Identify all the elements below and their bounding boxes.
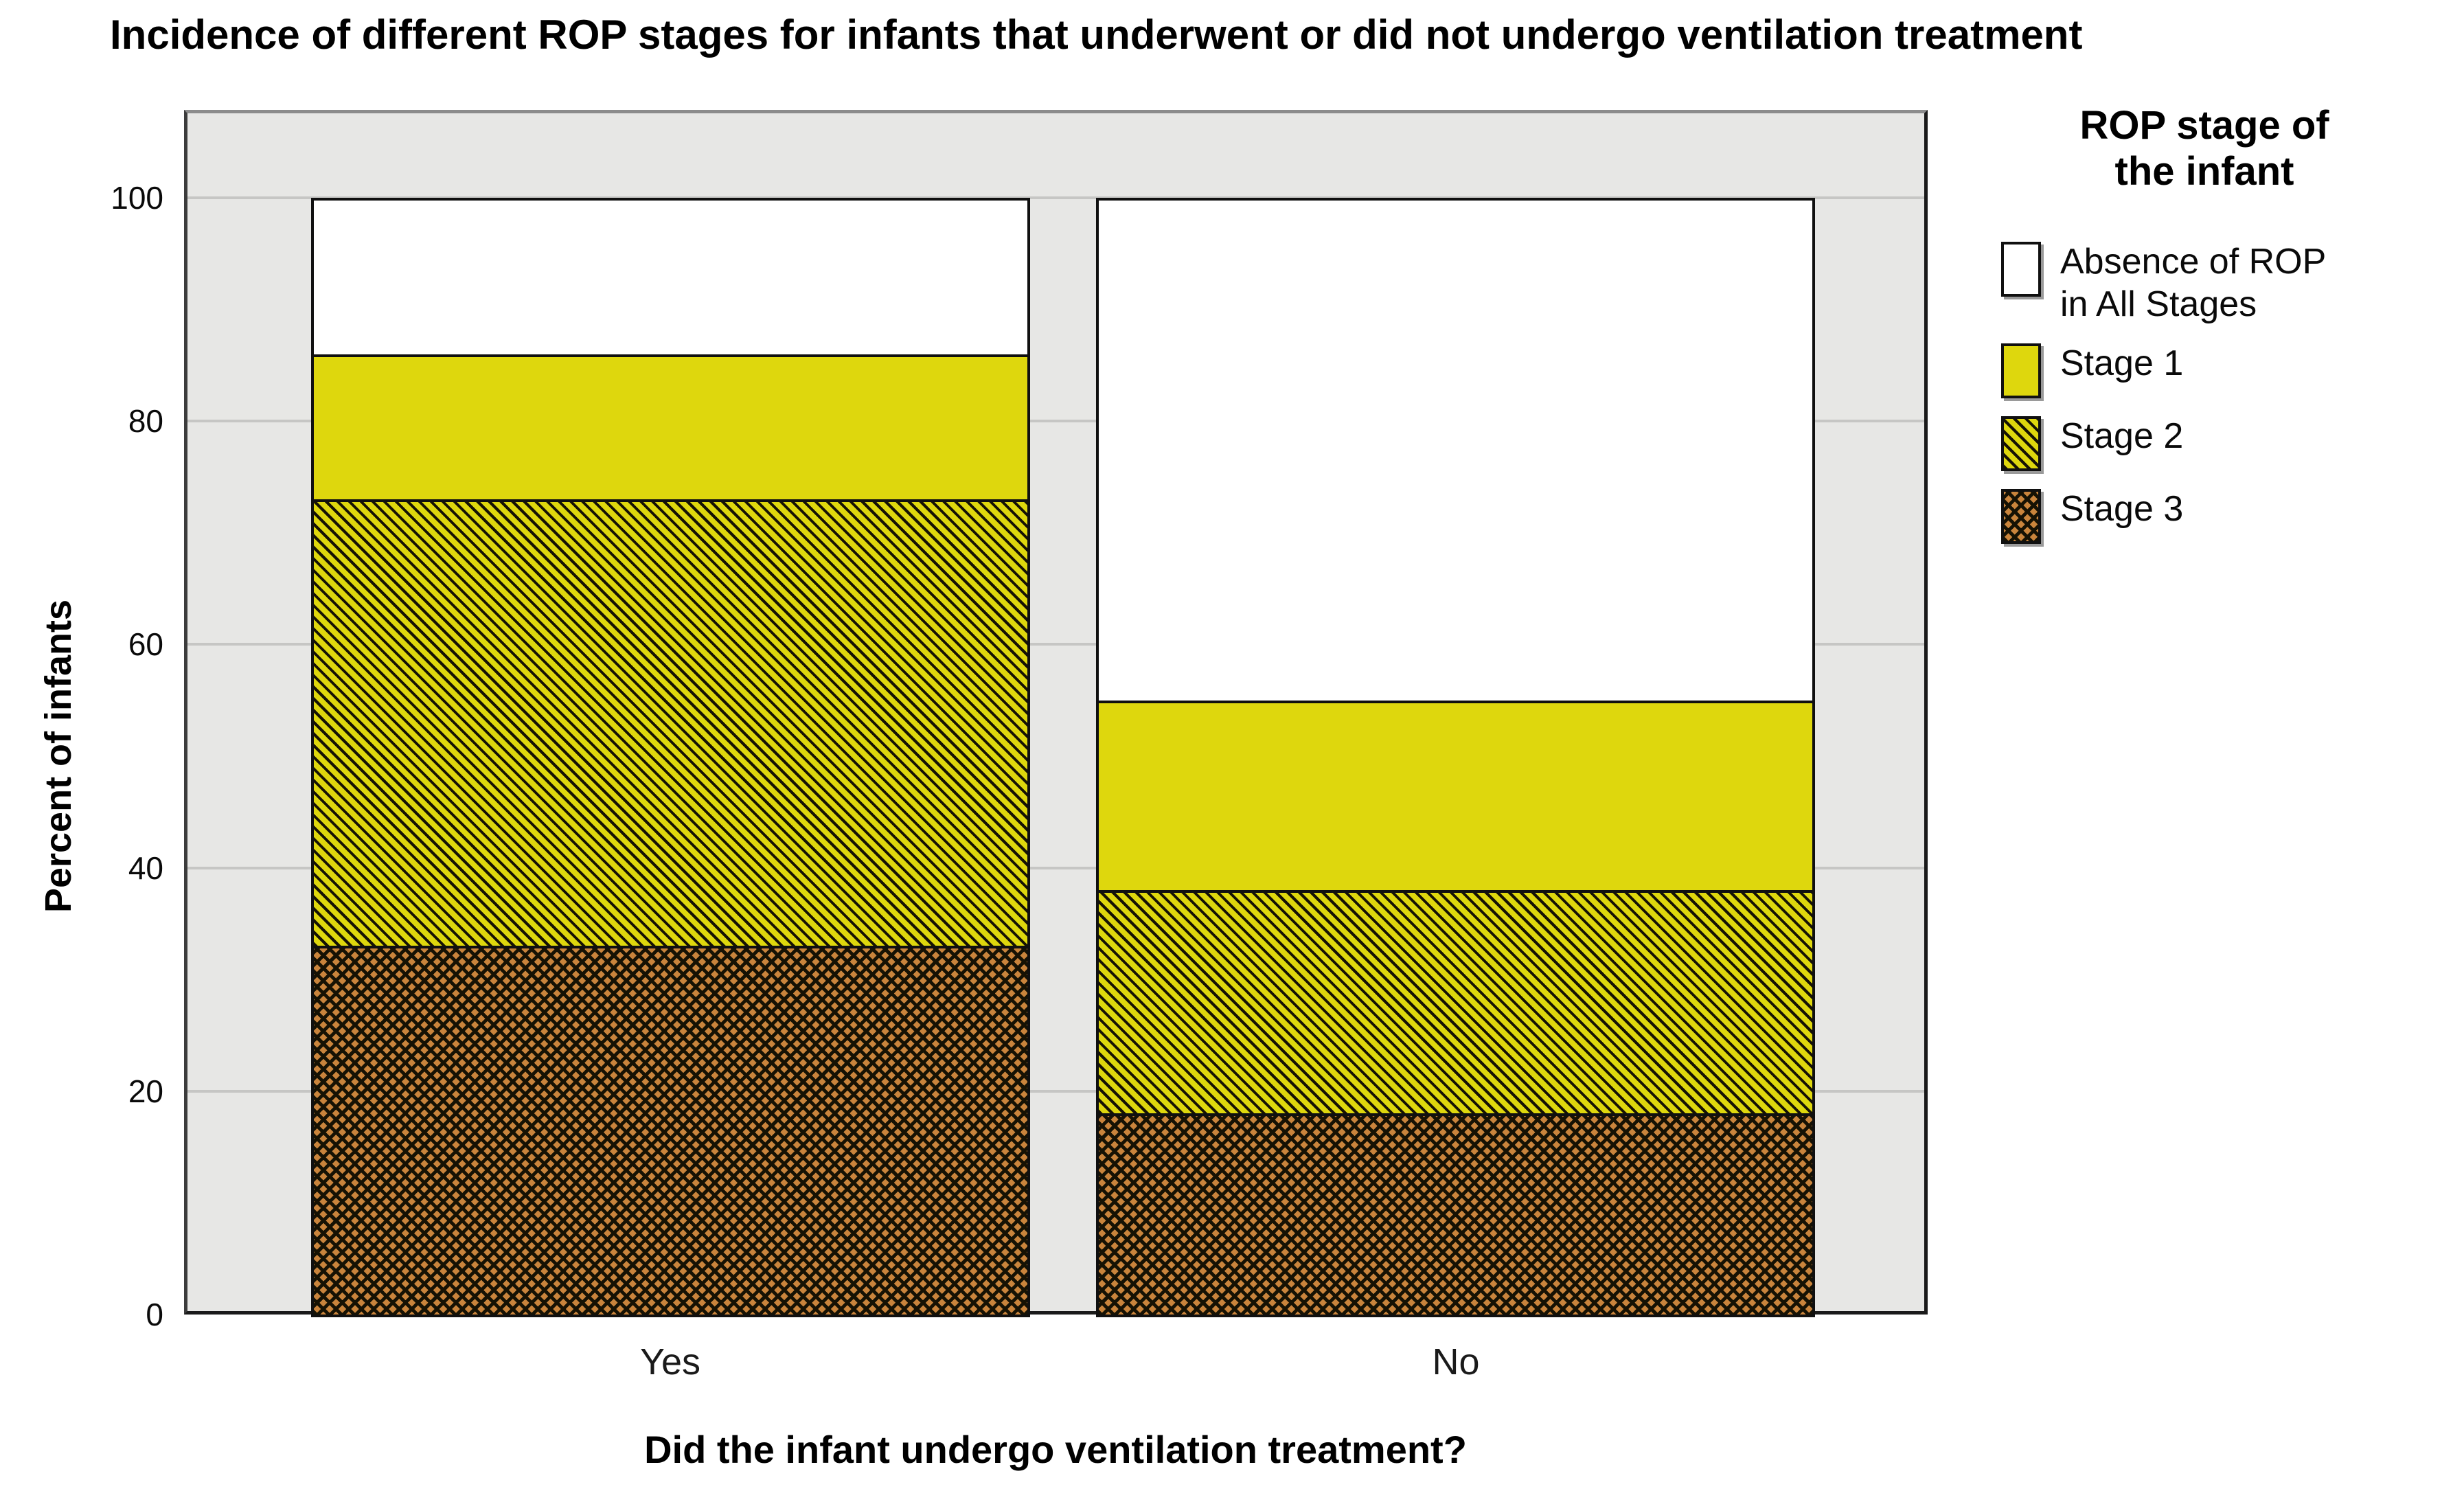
bar-segment-yes-stage-1 [311, 354, 1030, 502]
legend-item-stage-3: Stage 3 [2001, 488, 2326, 544]
gridline-40 [187, 867, 1924, 869]
legend-swatch-plain-white-icon [2001, 242, 2041, 297]
y-tick-label-60: 60 [128, 626, 163, 662]
legend-label: Stage 3 [2060, 489, 2184, 529]
chart-title: Incidence of different ROP stages for in… [110, 12, 2083, 58]
gridline-20 [187, 1090, 1924, 1093]
legend-label: Stage 2 [2060, 416, 2184, 456]
legend-swatch-crosshatch-orange-icon [2001, 489, 2041, 544]
legend-title: ROP stage of the infant [2079, 103, 2329, 194]
legend-swatch-diagonal-hatch-yellow-icon [2001, 416, 2041, 471]
gridline-60 [187, 643, 1924, 646]
plot-area [184, 110, 1928, 1317]
legend-label: Stage 1 [2060, 343, 2184, 383]
y-tick-label-80: 80 [128, 403, 163, 439]
legend-label: Absence of ROP in All Stages [2060, 242, 2327, 324]
bar-segment-yes-stage-2 [311, 499, 1030, 948]
gridline-100 [187, 196, 1924, 199]
bar-segment-no-absence-of-rop-in-all-stages [1096, 198, 1815, 703]
bar-segment-no-stage-1 [1096, 701, 1815, 893]
bar-segment-yes-absence-of-rop-in-all-stages [311, 198, 1030, 357]
y-tick-label-40: 40 [128, 850, 163, 886]
y-tick-label-20: 20 [128, 1073, 163, 1109]
legend-swatch-solid-yellow-icon [2001, 343, 2041, 398]
bar-segment-no-stage-2 [1096, 890, 1815, 1116]
legend-item-stage-1: Stage 1 [2001, 342, 2326, 398]
gridline-80 [187, 420, 1924, 422]
legend-item-stage-2: Stage 2 [2001, 415, 2326, 471]
y-tick-label-0: 0 [146, 1297, 163, 1332]
x-category-label-yes: Yes [639, 1341, 701, 1382]
legend-items: Absence of ROP in All Stages Stage 1 Stage… [2001, 240, 2326, 544]
bar-segment-yes-stage-3 [311, 946, 1030, 1317]
y-tick-label-100: 100 [111, 180, 163, 216]
bar-segment-no-stage-3 [1096, 1113, 1815, 1317]
legend: ROP stage of the infant Absence of ROP i… [1964, 103, 2459, 544]
x-category-label-no: No [1432, 1341, 1480, 1382]
x-axis-title: Did the infant undergo ventilation treat… [644, 1428, 1467, 1471]
legend-item-absence-of-rop: Absence of ROP in All Stages [2001, 240, 2326, 326]
